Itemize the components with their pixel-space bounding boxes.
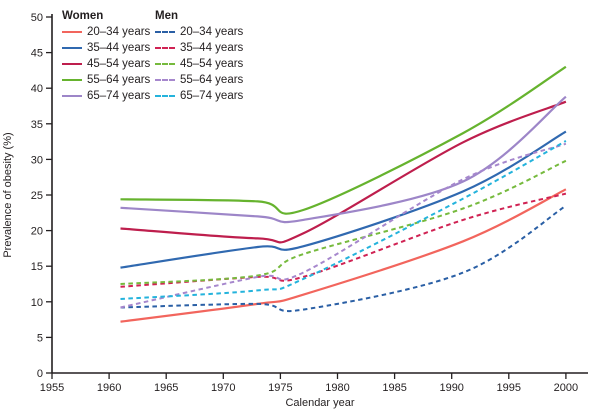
legend-swatch-women-55-64 [62,79,82,81]
legend-label-men-65-74: 65–74 years [180,90,244,102]
legend-item-men-45-54: 45–54 years [155,56,243,72]
y-tick-label: 25 [31,190,43,202]
series-path-women-45-54 [120,100,567,244]
x-axis-title: Calendar year [285,397,355,409]
series-path-women-35-44 [120,130,567,269]
legend-swatch-men-65-74 [155,95,175,97]
legend-swatch-women-35-44 [62,47,82,49]
legend-women-column: Women 20–34 years 35–44 years 45–54 years 5… [62,8,150,104]
x-tick-label: 1980 [325,382,349,394]
y-tick-label: 0 [37,368,43,380]
legend-item-women-65-74: 65–74 years [62,88,150,104]
y-tick-label: 40 [31,83,43,95]
legend-item-women-45-54: 45–54 years [62,56,150,72]
x-tick-label: 1955 [40,382,64,394]
y-tick-label: 20 [31,226,43,238]
legend-item-men-65-74: 65–74 years [155,88,243,104]
x-tick-label: 1990 [439,382,463,394]
legend-label-women-45-54: 45–54 years [87,58,151,70]
legend-label-women-55-64: 55–64 years [87,74,151,86]
series-path-men-45-54 [120,159,567,285]
y-tick-label: 5 [37,332,43,344]
x-tick-label: 2000 [554,382,578,394]
x-tick-label: 1965 [154,382,178,394]
legend-swatch-women-45-54 [62,63,82,65]
legend-item-men-20-34: 20–34 years [155,24,243,40]
legend-item-women-55-64: 55–64 years [62,72,150,88]
legend-men-header: Men [155,10,178,22]
legend-label-men-55-64: 55–64 years [180,74,244,86]
legend-swatch-men-35-44 [155,47,175,49]
y-tick-label: 50 [31,12,43,24]
series-path-men-55-64 [120,142,567,309]
legend-label-women-35-44: 35–44 years [87,42,151,54]
axes: 0 5 10 15 20 25 30 35 40 45 50 1955 1960 1965 1970 1975… [31,12,588,394]
legend-swatch-men-20-34 [155,31,175,33]
legend-item-women-35-44: 35–44 years [62,40,150,56]
legend-item-men-55-64: 55–64 years [155,72,243,88]
x-tick-label: 1970 [211,382,235,394]
legend-item-men-35-44: 35–44 years [155,40,243,56]
y-axis-title: Prevalence of obesity (%) [2,132,14,258]
x-tick-label: 1995 [497,382,521,394]
legend-men-items: 20–34 years 35–44 years 45–54 years 55–64 y… [155,24,243,104]
series-path-men-35-44 [120,192,567,288]
legend-men-column: Men 20–34 years 35–44 years 45–54 years 55–… [155,8,243,104]
y-tick-label: 30 [31,154,43,166]
x-tick-label: 1960 [97,382,121,394]
y-tick-label: 10 [31,297,43,309]
series-path-women-55-64 [120,65,567,215]
legend-label-women-65-74: 65–74 years [87,90,151,102]
legend-label-men-20-34: 20–34 years [180,26,244,38]
legend-swatch-men-45-54 [155,63,175,65]
x-tick-label: 1985 [382,382,406,394]
y-tick-label: 45 [31,48,43,60]
y-tick-label: 15 [31,261,43,273]
series-path-men-20-34 [120,204,567,313]
y-tick-label: 35 [31,119,43,131]
legend-label-men-35-44: 35–44 years [180,42,244,54]
legend-women-items: 20–34 years 35–44 years 45–54 years 55–64 y… [62,24,150,104]
legend-swatch-women-65-74 [62,95,82,97]
series-path-men-65-74 [120,140,567,300]
series-path-women-20-34 [120,188,567,323]
series-lines [120,65,567,323]
legend-swatch-men-55-64 [155,79,175,81]
legend-label-men-45-54: 45–54 years [180,58,244,70]
legend-item-women-20-34: 20–34 years [62,24,150,40]
series-path-women-65-74 [120,95,567,224]
x-tick-label: 1975 [268,382,292,394]
legend-swatch-women-20-34 [62,31,82,33]
legend-women-header: Women [62,10,104,22]
legend-label-women-20-34: 20–34 years [87,26,151,38]
